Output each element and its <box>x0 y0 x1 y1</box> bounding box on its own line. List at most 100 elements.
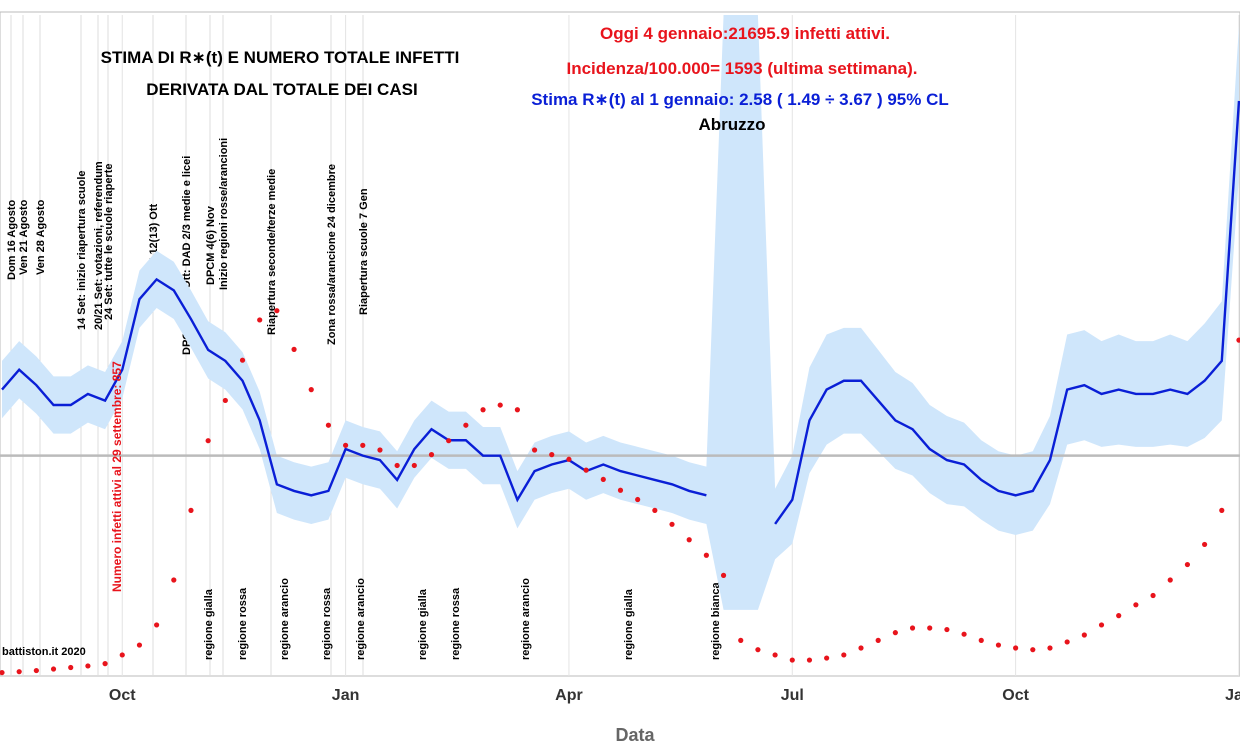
infected-dot <box>325 422 332 428</box>
infected-dot <box>136 642 143 648</box>
infected-dot <box>119 652 125 658</box>
infected-dot <box>961 631 967 637</box>
infected-dot <box>274 308 280 314</box>
infected-dot <box>1081 632 1087 638</box>
infected-dot <box>927 625 933 631</box>
infected-dot <box>1098 622 1105 628</box>
event-label: DPCM 4(6) Nov <box>205 205 217 285</box>
x-tick-label: Jul <box>781 687 804 704</box>
estimate: Stima R∗(t) al 1 gennaio: 2.58 ( 1.49 ÷ … <box>531 90 949 109</box>
x-tick-label: Oct <box>109 687 136 704</box>
infected-dot <box>978 637 984 643</box>
credit: battiston.it 2020 <box>2 646 86 658</box>
infected-dot <box>1202 541 1208 548</box>
infected-dot <box>617 487 624 493</box>
infected-dot <box>480 407 486 413</box>
infected-dot <box>944 626 950 633</box>
region: Abruzzo <box>698 115 765 134</box>
infected-dot <box>1133 602 1139 608</box>
zone-label: regione rossa <box>321 587 333 660</box>
infected-dot <box>446 438 452 444</box>
event-label: Ven 28 Agosto <box>35 199 47 275</box>
infected-dot <box>343 442 349 448</box>
infected-dot <box>703 552 709 558</box>
infected-dot <box>841 652 847 658</box>
zone-label: regione rossa <box>237 587 249 660</box>
infected-dot <box>463 422 469 428</box>
infected-dot <box>1167 577 1173 583</box>
infected-dot <box>1116 613 1122 619</box>
confidence-band <box>2 15 1239 610</box>
zone-label: regione arancio <box>279 578 291 660</box>
event-label: Zona rossa/arancione 24 dicembre <box>326 164 338 345</box>
infected-dot <box>566 456 572 462</box>
infected-dot <box>0 669 5 676</box>
headline: Incidenza/100.000= 1593 (ultima settiman… <box>566 59 917 78</box>
event-label: Ven 21 Agosto <box>18 199 30 275</box>
infected-dot <box>1184 561 1191 568</box>
x-tick-label: Apr <box>555 687 583 704</box>
event-label: 24 Set: tutte le scuole riaperte <box>103 164 115 321</box>
infected-dot <box>1219 507 1225 513</box>
infected-dot <box>394 462 400 469</box>
infected-dot <box>652 507 658 513</box>
infected-dot <box>1013 645 1019 651</box>
infected-dot <box>411 462 417 469</box>
infected-dot <box>239 357 246 363</box>
infected-dot <box>875 637 881 643</box>
infected-dot <box>50 666 57 672</box>
infected-dot <box>583 467 589 473</box>
chart-title: STIMA DI R∗(t) E NUMERO TOTALE INFETTI <box>101 48 460 67</box>
infected-dot <box>428 452 435 458</box>
infected-dot <box>1150 592 1156 599</box>
zone-label: regione gialla <box>623 588 635 660</box>
event-label: Riapertura seconde/terze medie <box>266 169 278 335</box>
infected-dot <box>738 637 744 643</box>
infected-dot <box>600 476 606 483</box>
infected-dot <box>806 657 813 663</box>
infected-dot <box>1236 337 1240 343</box>
event-label: Dom 16 Agosto <box>6 199 18 280</box>
zone-label: regione bianca <box>710 581 722 660</box>
r-line <box>1 100 1240 525</box>
infected-dot <box>102 661 108 667</box>
infected-dot <box>772 652 778 658</box>
zone-label: regione gialla <box>203 588 215 660</box>
infected-dot <box>85 663 91 669</box>
infected-dot <box>291 346 297 352</box>
event-label: 14 Set: inizio riapertura scuole <box>76 170 88 330</box>
zone-label: regione rossa <box>450 587 462 660</box>
infected-dot <box>16 669 22 675</box>
zone-label: regione arancio <box>355 578 367 660</box>
infected-dot <box>669 521 675 527</box>
event-label: Riapertura scuole 7 Gen <box>358 188 370 315</box>
headline: Oggi 4 gennaio:21695.9 infetti attivi. <box>600 24 890 43</box>
infected-dot <box>33 667 39 674</box>
infected-dot <box>686 537 692 543</box>
infected-dot <box>514 407 521 413</box>
zone-label: regione gialla <box>417 588 429 660</box>
event-label: 20/21 Set: votazioni, referendum <box>93 161 105 330</box>
infected-dot <box>531 447 538 453</box>
infected-dot <box>257 317 263 323</box>
infected-dot <box>68 664 74 671</box>
infected-dot <box>360 442 366 448</box>
x-tick-label: Oct <box>1002 687 1029 704</box>
infected-dot <box>755 647 761 653</box>
x-tick-label: Jan <box>1225 687 1240 704</box>
infected-dot <box>995 642 1002 648</box>
chart-title: DERIVATA DAL TOTALE DEI CASI <box>146 80 417 99</box>
infected-dot <box>789 657 795 663</box>
infected-dot <box>308 387 314 393</box>
infected-dot <box>188 507 194 513</box>
x-axis-label: Data <box>615 725 655 745</box>
infected-dot <box>1047 645 1053 651</box>
event-label: Inizio regioni rosse/arancioni <box>218 138 230 290</box>
infected-dot <box>497 402 503 408</box>
infected-dot <box>1064 639 1070 645</box>
infected-dot <box>549 452 555 458</box>
red-note: Numero infetti attivi al 29 settembre: 8… <box>110 361 124 592</box>
infected-dot <box>1030 647 1036 653</box>
zone-label: regione arancio <box>520 578 532 660</box>
